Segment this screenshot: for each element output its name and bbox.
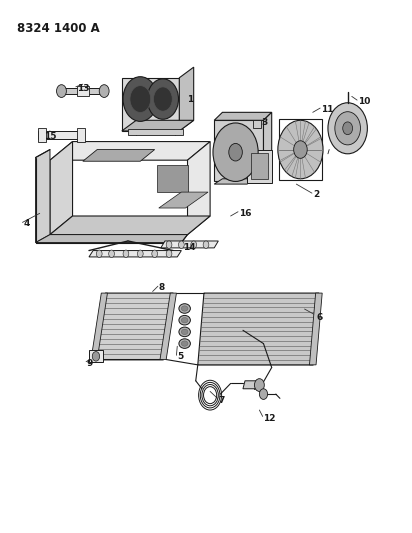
Polygon shape [264, 112, 272, 181]
Polygon shape [159, 192, 208, 208]
Circle shape [255, 378, 265, 391]
Polygon shape [89, 251, 181, 257]
Text: 14: 14 [183, 244, 196, 253]
Text: 4: 4 [23, 220, 30, 229]
Text: 8324 1400 A: 8324 1400 A [17, 22, 100, 35]
Circle shape [130, 86, 151, 112]
Ellipse shape [179, 339, 190, 349]
Text: 1: 1 [187, 94, 194, 103]
Text: 9: 9 [87, 359, 93, 368]
Ellipse shape [179, 304, 190, 313]
Polygon shape [77, 128, 85, 142]
Polygon shape [77, 86, 89, 96]
Text: 11: 11 [321, 105, 333, 114]
Circle shape [213, 123, 258, 181]
Ellipse shape [181, 329, 188, 335]
Polygon shape [160, 293, 176, 360]
Circle shape [123, 250, 129, 257]
Circle shape [92, 352, 100, 361]
Text: 2: 2 [313, 190, 319, 199]
Text: 6: 6 [317, 312, 323, 321]
Circle shape [123, 77, 157, 122]
Circle shape [154, 87, 172, 111]
Polygon shape [157, 165, 187, 192]
Text: 3: 3 [262, 118, 268, 127]
Circle shape [335, 112, 360, 145]
Polygon shape [247, 150, 272, 182]
Circle shape [191, 241, 197, 248]
Polygon shape [83, 150, 154, 161]
Circle shape [294, 141, 307, 158]
Circle shape [152, 250, 157, 257]
Circle shape [96, 250, 102, 257]
Polygon shape [122, 120, 194, 131]
Circle shape [229, 143, 242, 161]
Polygon shape [251, 154, 268, 179]
Polygon shape [198, 293, 319, 365]
Polygon shape [37, 128, 46, 142]
Text: 12: 12 [264, 414, 276, 423]
Text: 8: 8 [159, 283, 165, 292]
Text: 15: 15 [44, 132, 56, 141]
Polygon shape [91, 293, 108, 360]
Polygon shape [187, 142, 210, 235]
Circle shape [138, 250, 143, 257]
Ellipse shape [181, 306, 188, 311]
Ellipse shape [179, 316, 190, 325]
Polygon shape [214, 112, 272, 120]
Polygon shape [253, 120, 262, 128]
Circle shape [278, 120, 323, 179]
Polygon shape [37, 131, 83, 139]
Circle shape [343, 122, 353, 135]
Polygon shape [35, 150, 50, 243]
Polygon shape [243, 381, 258, 389]
Circle shape [178, 241, 184, 248]
Text: 7: 7 [218, 396, 225, 405]
Polygon shape [122, 78, 179, 131]
Polygon shape [214, 179, 255, 184]
Ellipse shape [181, 341, 188, 346]
Circle shape [99, 85, 109, 98]
Circle shape [56, 85, 66, 98]
Circle shape [109, 250, 115, 257]
Polygon shape [309, 293, 322, 365]
Circle shape [328, 103, 368, 154]
Circle shape [166, 241, 172, 248]
Polygon shape [161, 241, 218, 248]
Polygon shape [214, 120, 264, 181]
Text: 13: 13 [77, 84, 89, 93]
Circle shape [203, 241, 209, 248]
Ellipse shape [179, 327, 190, 337]
Ellipse shape [181, 318, 188, 323]
Circle shape [260, 389, 267, 399]
Text: 16: 16 [239, 209, 251, 218]
Polygon shape [50, 216, 210, 235]
Text: 10: 10 [358, 97, 370, 106]
Circle shape [147, 79, 178, 119]
Polygon shape [35, 235, 187, 243]
Circle shape [166, 250, 172, 257]
Polygon shape [128, 130, 183, 135]
Polygon shape [95, 293, 173, 360]
Polygon shape [58, 88, 108, 94]
Text: 5: 5 [177, 352, 183, 361]
Polygon shape [179, 67, 194, 131]
Polygon shape [50, 142, 210, 160]
Polygon shape [50, 142, 73, 235]
Polygon shape [89, 351, 103, 362]
